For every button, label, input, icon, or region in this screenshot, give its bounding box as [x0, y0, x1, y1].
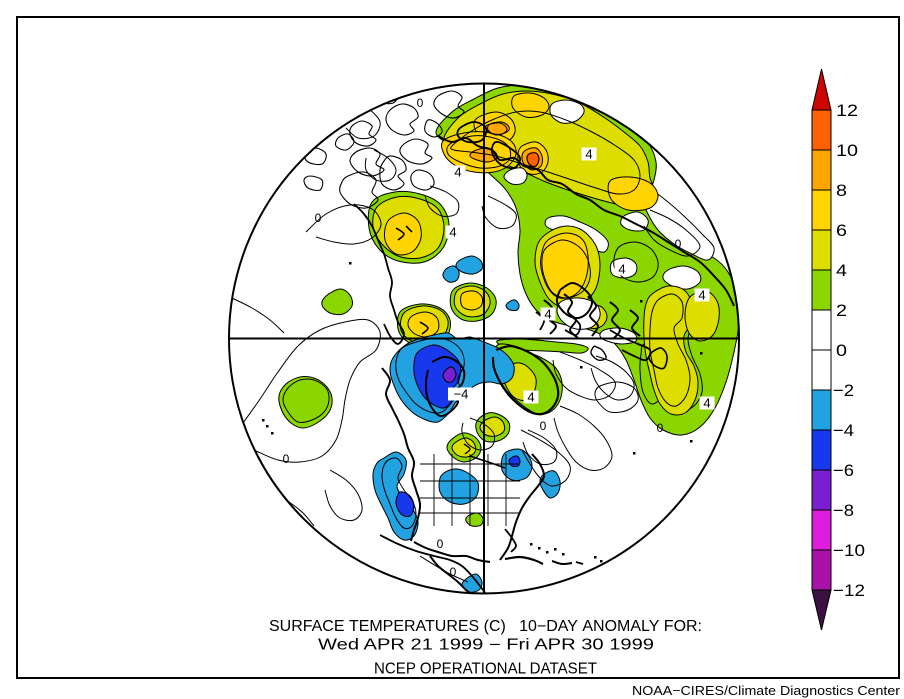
svg-text:0: 0	[283, 452, 290, 466]
svg-text:0: 0	[540, 419, 547, 433]
svg-text:4: 4	[527, 390, 534, 405]
svg-text:12: 12	[836, 101, 858, 120]
svg-text:4: 4	[836, 261, 847, 280]
svg-text:NCEP OPERATIONAL DATASET: NCEP OPERATIONAL DATASET	[374, 661, 598, 678]
svg-text:4: 4	[544, 307, 551, 322]
svg-text:4: 4	[449, 225, 456, 240]
svg-text:−6: −6	[833, 461, 854, 480]
svg-text:−10: −10	[833, 541, 865, 560]
svg-text:0: 0	[417, 96, 424, 110]
svg-text:−8: −8	[833, 501, 854, 520]
svg-text:6: 6	[836, 221, 847, 240]
svg-text:−2: −2	[833, 381, 854, 400]
svg-text:8: 8	[836, 181, 847, 200]
svg-text:−4: −4	[833, 421, 854, 440]
svg-text:0: 0	[450, 565, 457, 579]
svg-text:4: 4	[698, 288, 705, 303]
svg-text:2: 2	[836, 301, 847, 320]
svg-text:−4: −4	[454, 387, 469, 402]
svg-text:10: 10	[836, 141, 858, 160]
svg-text:0: 0	[657, 421, 664, 435]
svg-text:Wed APR 21 1999 − Fri APR 30 1: Wed APR 21 1999 − Fri APR 30 1999	[318, 637, 654, 654]
svg-text:4: 4	[454, 165, 461, 180]
svg-text:4: 4	[585, 147, 592, 162]
svg-text:4: 4	[618, 262, 625, 277]
svg-text:4: 4	[703, 396, 710, 411]
svg-text:0: 0	[675, 237, 682, 251]
svg-text:0: 0	[315, 211, 322, 225]
svg-text:−12: −12	[833, 581, 865, 600]
svg-text:0: 0	[836, 341, 847, 360]
svg-text:NOAA−CIRES/Climate Diagnostics: NOAA−CIRES/Climate Diagnostics Center	[632, 683, 901, 698]
svg-text:SURFACE TEMPERATURES (C) 10−: SURFACE TEMPERATURES (C) 10−DAY ANOMALY …	[269, 618, 702, 635]
svg-text:0: 0	[437, 537, 444, 551]
